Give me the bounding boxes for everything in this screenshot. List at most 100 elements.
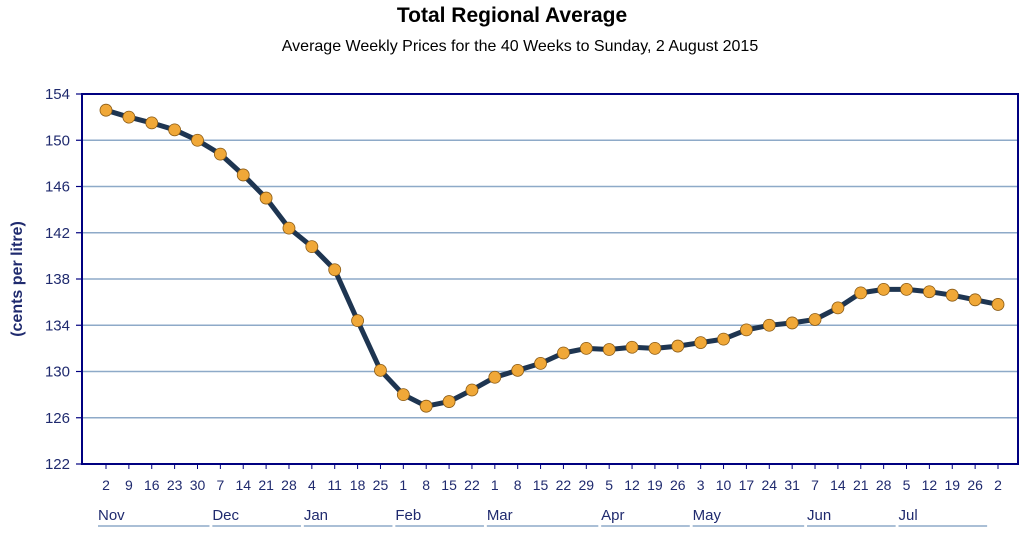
data-point <box>945 288 959 302</box>
x-tick-label: 11 <box>327 477 342 493</box>
data-point <box>99 103 113 117</box>
x-tick-label: 12 <box>922 477 938 493</box>
x-tick-label: 2 <box>102 477 110 493</box>
data-point <box>648 341 662 355</box>
data-point <box>602 343 616 356</box>
y-axis-ticks: 122 126 130 134 138 142 146 150 154 <box>45 86 82 473</box>
x-tick-label: 28 <box>281 477 297 493</box>
month-label: Nov <box>98 507 125 524</box>
data-point <box>191 133 204 147</box>
x-tick-label: 5 <box>903 477 911 493</box>
x-tick-label: 9 <box>125 477 133 493</box>
data-point <box>396 388 410 402</box>
x-tick-label: 5 <box>605 477 613 493</box>
data-point <box>740 323 753 337</box>
month-label: Apr <box>601 507 624 524</box>
month-label: Dec <box>212 507 239 524</box>
data-point <box>991 298 1005 311</box>
data-point <box>717 332 730 346</box>
month-label: Jan <box>304 507 328 524</box>
data-point <box>419 399 433 413</box>
x-tick-label: 31 <box>784 477 800 493</box>
x-tick-label: 15 <box>441 477 457 493</box>
data-point <box>328 263 342 277</box>
data-point <box>694 336 708 349</box>
y-axis-label: (cents per litre) <box>9 221 26 337</box>
x-tick-label: 1 <box>491 477 499 493</box>
x-tick-label: 17 <box>739 477 755 493</box>
data-point <box>305 240 319 254</box>
data-point <box>374 363 387 377</box>
x-tick-label: 25 <box>373 477 389 493</box>
data-point <box>762 318 776 332</box>
y-tick-label: 130 <box>45 364 70 381</box>
x-tick-label: 29 <box>579 477 595 493</box>
data-point <box>831 301 845 315</box>
y-tick-label: 154 <box>45 86 70 103</box>
month-label: May <box>693 507 722 524</box>
month-label: Mar <box>487 507 513 524</box>
data-point <box>968 293 982 307</box>
data-point <box>442 395 456 408</box>
x-tick-label: 16 <box>144 477 160 493</box>
x-tick-label: 8 <box>514 477 522 493</box>
x-tick-label: 1 <box>399 477 407 493</box>
x-tick-label: 21 <box>258 477 274 493</box>
x-tick-label: 28 <box>876 477 892 493</box>
data-point <box>922 285 936 299</box>
x-tick-label: 14 <box>830 477 846 493</box>
data-point <box>579 341 593 355</box>
x-tick-label: 22 <box>464 477 480 493</box>
x-tick-label: 12 <box>624 477 640 493</box>
data-point <box>259 191 273 205</box>
data-point <box>808 313 822 326</box>
x-tick-label: 7 <box>811 477 819 493</box>
chart-title: Total Regional Average <box>396 4 628 27</box>
x-tick-label: 30 <box>190 477 206 493</box>
x-tick-label: 4 <box>308 477 316 493</box>
data-point <box>534 357 547 370</box>
data-point <box>236 168 250 182</box>
month-label: Jul <box>899 507 918 524</box>
data-point <box>213 147 227 161</box>
y-tick-label: 142 <box>45 225 70 242</box>
data-point <box>168 123 182 137</box>
x-tick-label: 15 <box>533 477 549 493</box>
x-tick-label: 22 <box>556 477 572 493</box>
x-tick-label: 26 <box>967 477 983 493</box>
x-axis-ticks: 2 9 16 23 30 7 14 21 28 4 11 18 25 1 8 15 22 1 8 15 22 29 5 12 1… <box>102 464 1002 493</box>
gridlines <box>82 139 1018 419</box>
chart-subtitle: Average Weekly Prices for the 40 Weeks t… <box>281 38 759 55</box>
x-tick-label: 8 <box>422 477 430 493</box>
y-tick-label: 126 <box>45 410 70 427</box>
series-line <box>103 107 1001 409</box>
month-labels: Nov Dec Jan Feb Mar Apr May Jun Jul <box>98 507 988 527</box>
y-tick-label: 138 <box>45 271 70 288</box>
x-tick-label: 19 <box>944 477 960 493</box>
y-tick-label: 146 <box>45 179 70 196</box>
data-point <box>671 339 685 353</box>
x-tick-label: 10 <box>716 477 732 493</box>
data-point <box>854 286 868 300</box>
data-point <box>351 314 364 328</box>
x-tick-label: 23 <box>167 477 183 493</box>
data-point <box>557 346 570 360</box>
data-point <box>465 383 479 397</box>
data-point <box>282 221 296 235</box>
data-point <box>122 110 136 124</box>
data-point <box>145 116 159 130</box>
x-tick-label: 7 <box>216 477 224 493</box>
x-tick-label: 2 <box>994 477 1002 493</box>
x-tick-label: 26 <box>670 477 686 493</box>
x-tick-label: 3 <box>697 477 705 493</box>
data-point <box>785 316 799 330</box>
y-tick-label: 134 <box>45 317 70 334</box>
x-tick-label: 21 <box>853 477 869 493</box>
month-label: Jun <box>807 507 831 524</box>
data-point <box>877 283 891 296</box>
x-tick-label: 14 <box>235 477 251 493</box>
y-tick-label: 122 <box>45 456 70 473</box>
data-point <box>900 283 913 296</box>
y-tick-label: 150 <box>45 132 70 149</box>
